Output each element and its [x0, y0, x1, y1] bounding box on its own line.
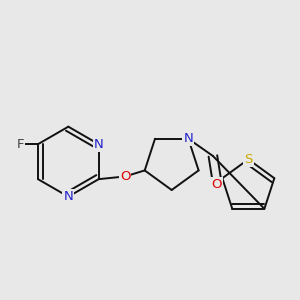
- Text: N: N: [183, 132, 193, 145]
- Text: O: O: [120, 170, 130, 183]
- Text: N: N: [94, 138, 104, 151]
- Text: S: S: [244, 153, 253, 166]
- Text: N: N: [64, 190, 73, 203]
- Text: F: F: [17, 138, 24, 151]
- Text: O: O: [212, 178, 222, 191]
